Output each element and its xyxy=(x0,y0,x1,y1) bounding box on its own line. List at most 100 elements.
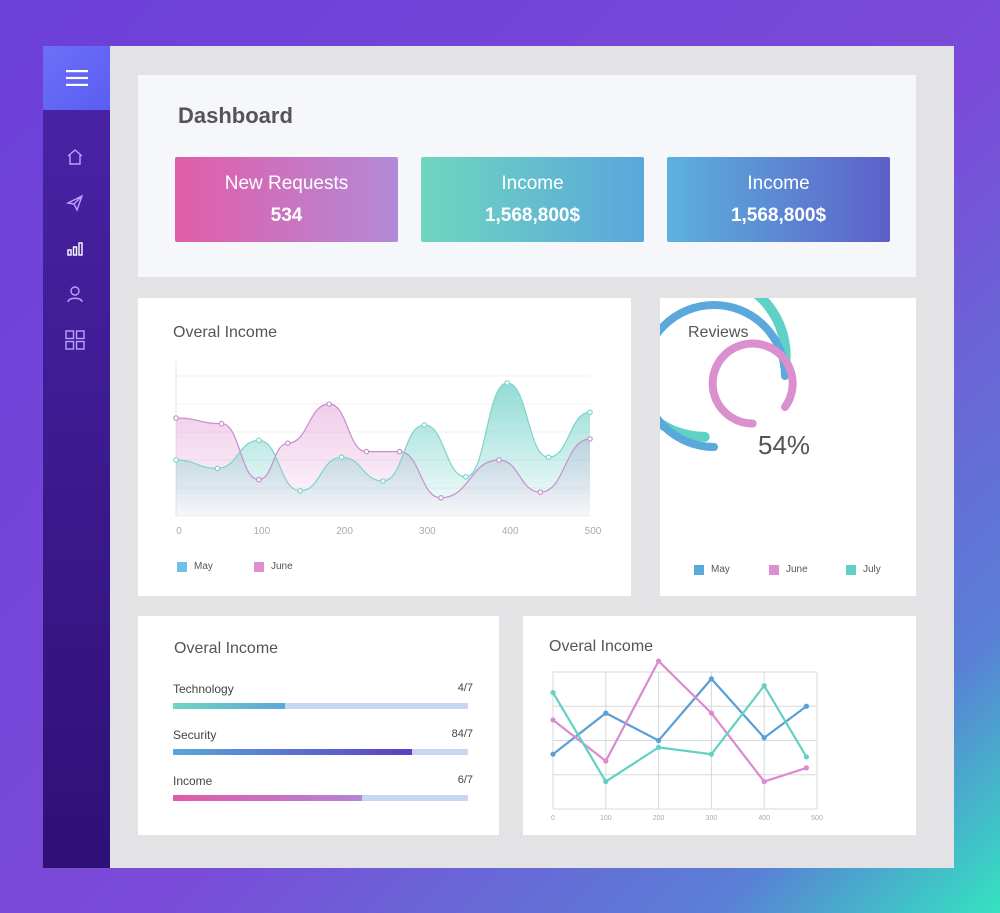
data-point[interactable] xyxy=(537,489,544,496)
data-point[interactable] xyxy=(603,710,609,716)
nav-grid[interactable] xyxy=(64,329,86,351)
x-tick-label: 300 xyxy=(419,526,436,537)
progress-card: Overal Income Technology 4/7 Security 84… xyxy=(138,616,499,835)
area-chart xyxy=(173,361,593,517)
sidebar xyxy=(43,46,110,868)
data-point[interactable] xyxy=(656,744,662,750)
nav-home[interactable] xyxy=(64,146,86,168)
data-point[interactable] xyxy=(326,401,332,407)
data-point[interactable] xyxy=(803,703,810,709)
data-point[interactable] xyxy=(545,454,552,461)
stat-card-income[interactable]: Income 1,568,800$ xyxy=(421,157,644,242)
data-point[interactable] xyxy=(708,710,714,716)
stat-card-new-requests[interactable]: New Requests 534 xyxy=(175,157,398,242)
data-point[interactable] xyxy=(496,457,502,463)
data-point[interactable] xyxy=(708,751,714,757)
legend-swatch xyxy=(177,561,187,572)
data-point[interactable] xyxy=(550,717,556,723)
data-point[interactable] xyxy=(550,689,556,696)
card-title: Overal Income xyxy=(549,638,654,655)
progress-label: Income xyxy=(173,774,213,788)
header-panel: Dashboard New Requests 534 Income 1,568,… xyxy=(138,75,916,277)
data-point[interactable] xyxy=(803,754,810,760)
data-point[interactable] xyxy=(363,448,370,455)
progress-label: Technology xyxy=(173,682,234,696)
data-point[interactable] xyxy=(550,751,556,757)
line-chart xyxy=(550,658,818,810)
legend-swatch xyxy=(694,564,704,575)
legend-swatch xyxy=(769,564,779,575)
reviews-card: Reviews 54% May June July xyxy=(660,298,916,596)
x-tick-label: 0 xyxy=(176,526,182,537)
data-point[interactable] xyxy=(421,422,428,428)
data-point[interactable] xyxy=(603,758,609,764)
x-tick-label: 100 xyxy=(599,815,612,822)
nav-send[interactable] xyxy=(64,192,86,214)
reviews-percent: 54% xyxy=(758,430,811,460)
data-point[interactable] xyxy=(504,380,511,386)
data-point[interactable] xyxy=(218,420,225,427)
nav-user[interactable] xyxy=(64,283,86,305)
data-point[interactable] xyxy=(396,448,403,455)
data-point[interactable] xyxy=(338,454,345,461)
data-point[interactable] xyxy=(603,779,609,785)
data-point[interactable] xyxy=(761,735,767,741)
data-point[interactable] xyxy=(214,465,221,472)
data-point[interactable] xyxy=(284,440,291,447)
app-frame: Dashboard New Requests 534 Income 1,568,… xyxy=(43,46,954,868)
reviews-ring-chart xyxy=(660,298,797,451)
area-chart-card: Overal Income 0 100 200 300 400 500 May June xyxy=(138,298,631,596)
progress-track xyxy=(173,795,468,801)
menu-icon xyxy=(65,70,88,86)
legend-label: June xyxy=(271,561,293,572)
x-tick-label: 200 xyxy=(652,815,665,822)
line-series-1 xyxy=(552,659,807,783)
send-icon xyxy=(66,194,84,212)
x-tick-label: 100 xyxy=(253,526,271,537)
data-point[interactable] xyxy=(462,474,469,480)
data-point[interactable] xyxy=(708,676,714,682)
data-point[interactable] xyxy=(656,737,662,744)
ring-may[interactable] xyxy=(660,301,789,451)
data-point[interactable] xyxy=(173,457,179,463)
ring-june[interactable] xyxy=(708,339,797,428)
legend-label: July xyxy=(863,564,881,575)
data-point[interactable] xyxy=(173,415,179,421)
x-tick-label: 200 xyxy=(336,526,353,537)
user-icon xyxy=(67,286,83,303)
x-tick-label: 0 xyxy=(551,815,555,822)
stat-label: Income xyxy=(747,173,810,194)
legend-swatch xyxy=(254,561,264,572)
ring-july[interactable] xyxy=(660,298,791,442)
legend-swatch xyxy=(846,564,856,575)
stat-label: Income xyxy=(501,173,564,194)
progress-track xyxy=(173,703,468,709)
stat-value: 1,568,800$ xyxy=(484,205,581,226)
data-point[interactable] xyxy=(438,495,444,501)
x-tick-label: 500 xyxy=(584,526,602,537)
data-point[interactable] xyxy=(587,409,593,416)
stat-label: New Requests xyxy=(224,173,349,194)
data-point[interactable] xyxy=(380,478,386,484)
data-point[interactable] xyxy=(761,683,767,689)
data-point[interactable] xyxy=(587,436,593,442)
x-tick-label: 500 xyxy=(811,815,823,822)
stat-value: 1,568,800$ xyxy=(730,205,827,226)
data-point[interactable] xyxy=(656,658,662,664)
x-tick-label: 400 xyxy=(501,526,519,537)
legend-item-may: May xyxy=(694,564,730,575)
progress-ratio: 6/7 xyxy=(457,774,473,786)
stat-card-income-2[interactable]: Income 1,568,800$ xyxy=(667,157,890,242)
x-tick-label: 400 xyxy=(758,815,771,822)
data-point[interactable] xyxy=(761,779,767,785)
nav-stats[interactable] xyxy=(64,237,86,259)
data-point[interactable] xyxy=(256,437,262,444)
data-point[interactable] xyxy=(256,476,262,483)
legend-item-may: May xyxy=(177,561,213,572)
data-point[interactable] xyxy=(297,488,304,494)
line-series-2 xyxy=(552,683,808,784)
legend-item-july: July xyxy=(846,564,881,575)
menu-button[interactable] xyxy=(43,46,110,110)
data-point[interactable] xyxy=(803,765,810,771)
progress-fill xyxy=(173,795,362,801)
